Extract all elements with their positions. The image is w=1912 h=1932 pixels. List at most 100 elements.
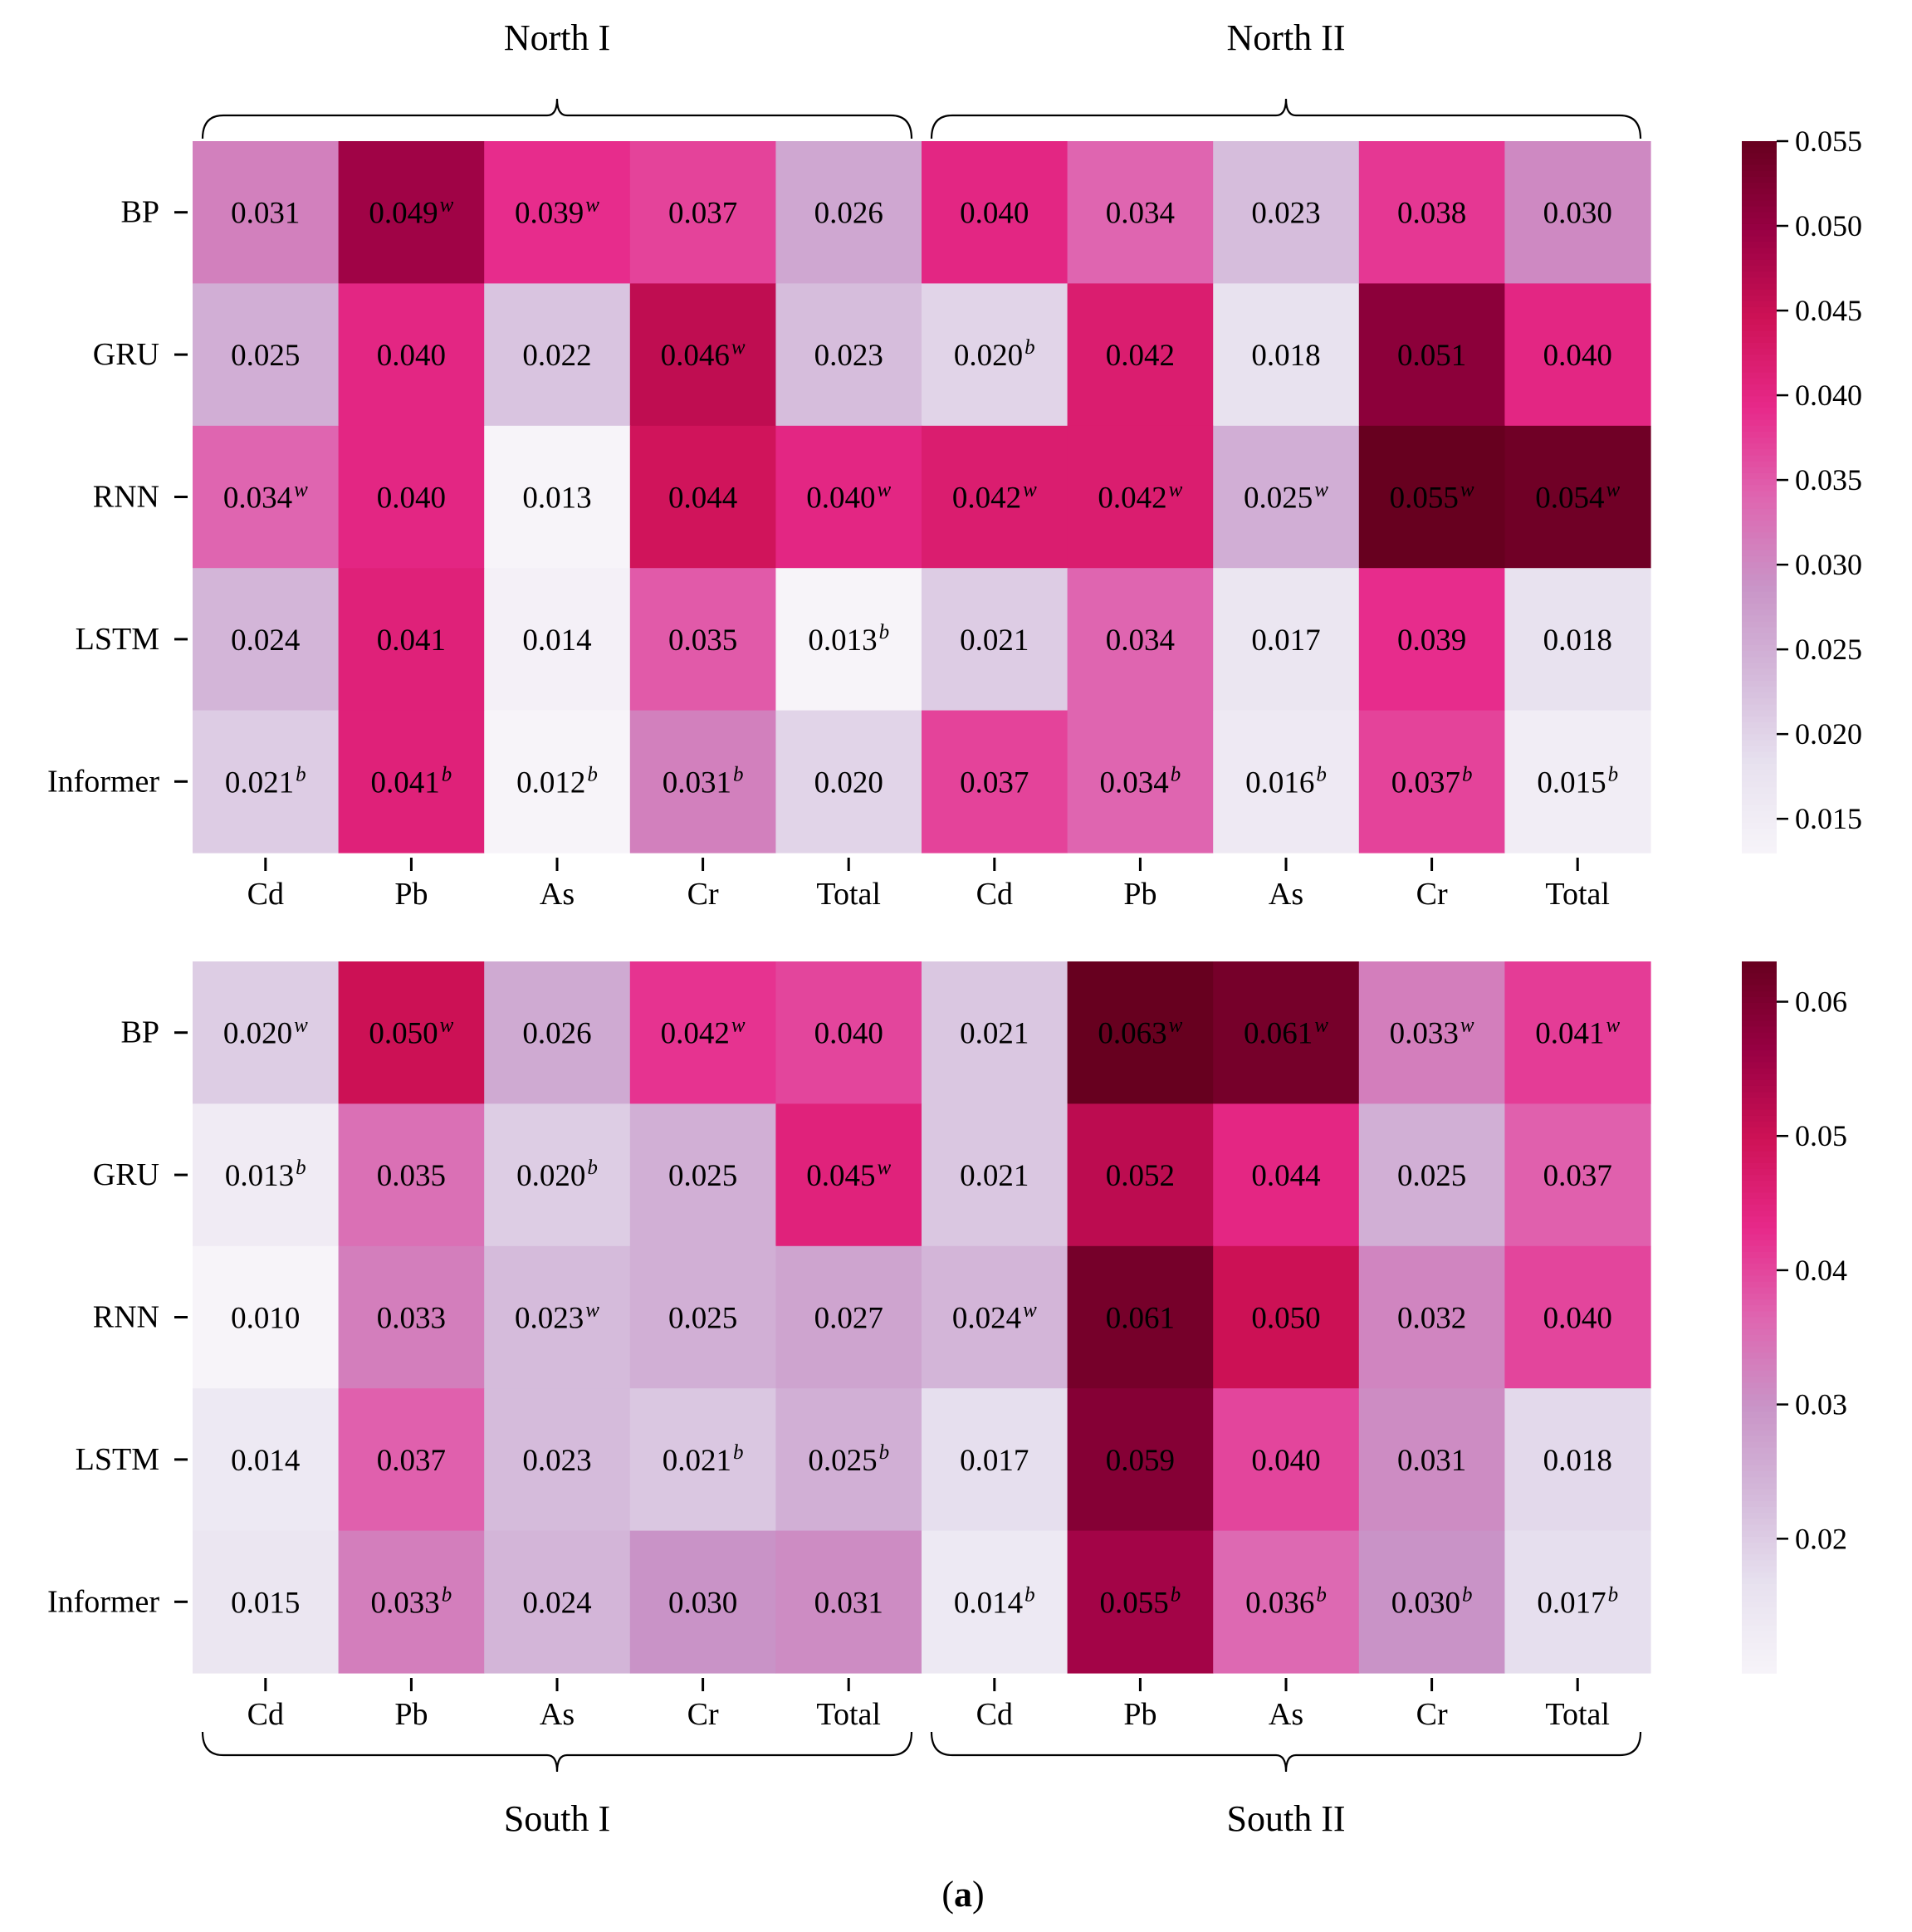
colorbar-segment [1742,1181,1777,1188]
heatmap-cell [484,141,631,284]
colorbar-segment [1742,330,1777,338]
colorbar-segment [1742,449,1777,457]
colorbar-tick-label: 0.05 [1795,1119,1847,1152]
cell-label: 0.021b [663,1441,744,1478]
heatmap-cell [922,1388,1068,1532]
colorbar-segment [1742,544,1777,551]
heatmap-cell [1067,961,1214,1104]
colorbar-segment [1742,1577,1777,1585]
colorbar-segment [1742,817,1777,824]
column-label: Cr [687,877,719,912]
cell-superscript: w [440,1015,454,1037]
colorbar-segment [1742,1175,1777,1182]
colorbar-segment [1742,555,1777,563]
heatmap-cell [1504,1388,1651,1532]
cell-label: 0.024 [522,1586,591,1620]
colorbar-segment [1742,834,1777,842]
colorbar-segment [1742,1507,1777,1514]
colorbar-segment [1742,1494,1777,1502]
colorbar-segment [1742,829,1777,836]
colorbar-segment [1742,627,1777,634]
row-label: Informer [47,764,159,799]
colorbar-segment [1742,1400,1777,1407]
heatmap-cell [1213,425,1360,569]
colorbar-segment [1742,1347,1777,1354]
cell-label: 0.040 [1543,1302,1612,1336]
colorbar-segment [1742,1074,1777,1081]
cell-label: 0.026 [814,197,883,231]
colorbar-segment [1742,325,1777,332]
colorbar-segment [1742,967,1777,975]
colorbar-segment [1742,1613,1777,1621]
heatmap-cell [193,568,340,712]
colorbar-segment [1742,990,1777,998]
colorbar-segment [1742,1162,1777,1170]
colorbar-segment [1742,443,1777,451]
cell-label: 0.051 [1397,339,1466,373]
colorbar-segment [1742,532,1777,540]
colorbar-segment [1742,1602,1777,1609]
colorbar-segment [1742,378,1777,385]
colorbar-segment [1742,1376,1777,1383]
column-label: Cd [976,1697,1013,1732]
column-label: Cd [247,1697,284,1732]
colorbar-segment [1742,781,1777,789]
colorbar-segment [1742,1619,1777,1626]
cell-superscript: b [1024,1583,1035,1606]
heatmap-cell [922,961,1068,1104]
colorbar-segment [1742,289,1777,296]
colorbar-segment [1742,313,1777,320]
row-label: Informer [47,1584,159,1619]
colorbar-segment [1742,1281,1777,1289]
cell-label: 0.018 [1543,1444,1612,1478]
colorbar-segment [1742,455,1777,462]
colorbar-segment [1742,1133,1777,1141]
colorbar-segment [1742,1204,1777,1211]
heatmap-cell [338,283,485,427]
colorbar-segment [1742,757,1777,765]
figure-caption: (a) [897,1870,1029,1920]
cell-label: 0.018 [1251,339,1320,373]
cell-superscript: w [1169,1015,1183,1037]
heatmap-cell [775,568,922,712]
heatmap-cell [922,141,1068,284]
colorbar-segment [1742,1222,1777,1230]
colorbar-segment [1742,770,1777,776]
colorbar-segment [1742,1459,1777,1466]
colorbar-segment [1742,799,1777,806]
cell-label: 0.014 [231,1444,300,1478]
colorbar-segment [1742,763,1777,770]
colorbar-tick-label: 0.020 [1795,717,1862,751]
column-label: Total [816,1697,881,1732]
colorbar-segment [1742,402,1777,409]
heatmap-cell [484,1103,631,1247]
heatmap-cell [338,961,485,1104]
colorbar-segment [1742,1542,1777,1549]
cell-superscript: b [879,621,890,643]
cell-superscript: w [1023,1299,1037,1322]
colorbar-segment [1742,1228,1777,1235]
cell-label: 0.030 [1543,197,1612,231]
colorbar-segment [1742,271,1777,279]
colorbar-segment [1742,1572,1777,1579]
colorbar-segment [1742,793,1777,800]
cell-label: 0.025 [668,1159,737,1193]
colorbar-segment [1742,1032,1777,1039]
cell-label: 0.032 [1397,1302,1466,1336]
heatmap-cell [338,710,485,854]
colorbar-segment [1742,846,1777,854]
colorbar-segment [1742,360,1777,368]
colorbar-segment [1742,609,1777,617]
colorbar-segment [1742,342,1777,350]
colorbar-segment [1742,1370,1777,1377]
colorbar-segment [1742,1317,1777,1324]
cell-superscript: b [1608,1583,1619,1606]
colorbar-segment [1742,1157,1777,1164]
cell-superscript: w [294,1015,308,1037]
cell-label: 0.037 [377,1444,446,1478]
heatmap-cell [629,961,776,1104]
cell-superscript: w [877,1157,891,1179]
heatmap-cell [922,568,1068,712]
colorbar-segment [1742,1649,1777,1656]
colorbar-tick-label: 0.035 [1795,463,1862,496]
